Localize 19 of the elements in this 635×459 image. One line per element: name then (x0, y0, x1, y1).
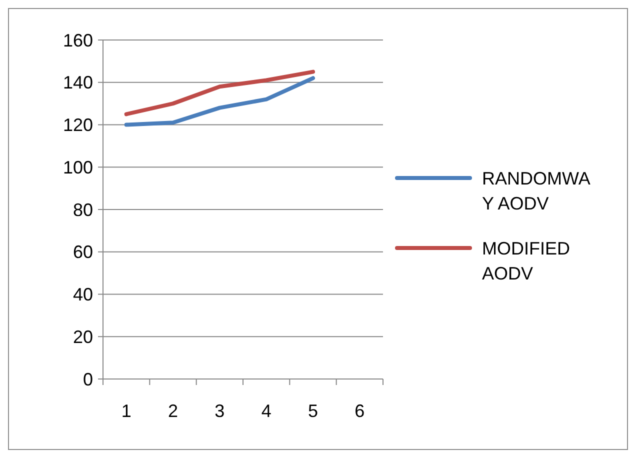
x-tick-label: 2 (168, 401, 178, 421)
line-series (124, 76, 315, 127)
x-tick-label: 1 (121, 401, 132, 421)
y-tick-label: 160 (62, 30, 93, 50)
legend-label: RANDOMWAY AODV (482, 168, 590, 214)
x-tick-label: 6 (354, 401, 365, 421)
y-tick-label: 140 (62, 72, 93, 93)
y-tick-label: 100 (62, 157, 93, 178)
y-tick-label: 20 (72, 326, 93, 347)
x-tick-label: 5 (308, 401, 318, 421)
x-tick-label: 4 (261, 401, 272, 421)
line-series (124, 70, 315, 116)
y-tick-label: 40 (72, 284, 93, 305)
legend-label: MODIFIED AODV (482, 238, 570, 284)
y-tick-label: 60 (72, 242, 93, 262)
y-tick-label: 80 (72, 200, 93, 220)
y-tick-label: 0 (82, 369, 93, 390)
x-tick-label: 3 (214, 401, 225, 421)
y-tick-label: 120 (62, 115, 93, 136)
